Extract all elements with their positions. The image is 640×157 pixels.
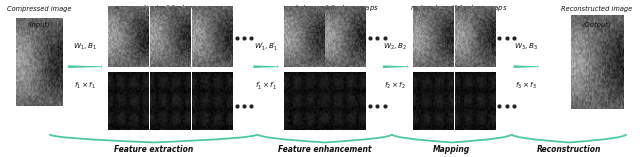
Text: $f_2 \times f_2$: $f_2 \times f_2$ <box>384 80 406 91</box>
Text: $f_1 \times f_1$: $f_1 \times f_1$ <box>74 80 96 91</box>
Text: $n_1$ “noisy” feature maps: $n_1$ “noisy” feature maps <box>133 3 220 14</box>
Text: Reconstruction: Reconstruction <box>537 145 601 154</box>
Text: $W_3, B_3$: $W_3, B_3$ <box>514 41 538 51</box>
Text: $n_2$ “restored” feature maps: $n_2$ “restored” feature maps <box>410 3 508 14</box>
Text: Compressed image: Compressed image <box>7 6 72 12</box>
Text: Feature extraction: Feature extraction <box>114 145 193 154</box>
Text: $W_1, B_1$: $W_1, B_1$ <box>73 41 97 51</box>
Text: (Output): (Output) <box>583 21 611 27</box>
Text: $f_3 \times f_3$: $f_3 \times f_3$ <box>515 80 537 91</box>
Text: Mapping: Mapping <box>433 145 470 154</box>
Text: (Input): (Input) <box>28 21 51 27</box>
Text: $W_{1}^{'}, B_{1}^{'}$: $W_{1}^{'}, B_{1}^{'}$ <box>253 40 278 53</box>
Text: Reconstructed image: Reconstructed image <box>561 6 633 12</box>
Text: $n_{1}$ “cleaner” feature maps: $n_{1}$ “cleaner” feature maps <box>285 3 379 14</box>
Text: $W_2, B_2$: $W_2, B_2$ <box>383 41 407 51</box>
Text: $f_{1}^{'} \times f_{1}^{'}$: $f_{1}^{'} \times f_{1}^{'}$ <box>255 79 276 92</box>
Text: Feature enhancement: Feature enhancement <box>278 145 372 154</box>
